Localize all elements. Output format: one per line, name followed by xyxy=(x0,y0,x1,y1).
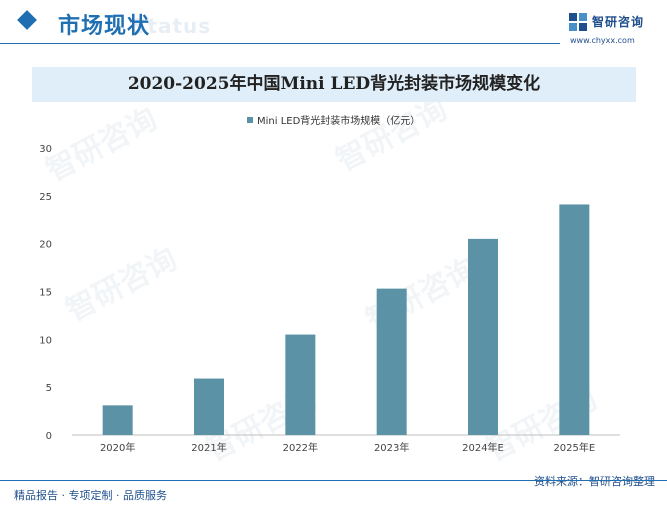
page-header: 市场现状 Status 智研咨询 www.chyxx.com xyxy=(0,0,667,48)
x-tick-label: 2024年E xyxy=(462,441,504,454)
brand-logo: 智研咨询 www.chyxx.com xyxy=(568,12,660,45)
footer-slogan: 精品报告 · 专项定制 · 品质服务 xyxy=(14,489,167,502)
x-tick-label: 2025年E xyxy=(553,441,595,454)
legend-swatch xyxy=(247,117,253,123)
bar xyxy=(102,405,133,435)
chart-title: 2020-2025年中国Mini LED背光封装市场规模变化 xyxy=(127,74,541,94)
logo-name: 智研咨询 xyxy=(592,15,645,29)
logo-url: www.chyxx.com xyxy=(570,36,635,45)
footer-divider xyxy=(0,480,667,481)
x-tick-label: 2022年 xyxy=(283,441,318,454)
bar xyxy=(468,238,498,435)
y-tick-label: 30 xyxy=(39,144,52,155)
y-tick-label: 15 xyxy=(39,288,52,299)
y-tick-label: 20 xyxy=(39,240,52,251)
x-tick-label: 2021年 xyxy=(191,441,226,454)
x-tick-label: 2023年 xyxy=(374,441,409,454)
source-note: 资料来源：智研咨询整理 xyxy=(534,475,655,488)
bar xyxy=(194,378,224,435)
bar xyxy=(559,204,590,435)
legend-label: Mini LED背光封装市场规模（亿元） xyxy=(257,114,420,127)
diamond-icon xyxy=(17,10,37,30)
bar xyxy=(285,334,316,435)
chart-title-band: 2020-2025年中国Mini LED背光封装市场规模变化 xyxy=(32,67,636,102)
y-tick-label: 5 xyxy=(46,383,52,394)
logo-icon xyxy=(569,13,587,31)
section-title: 市场现状 xyxy=(58,14,151,39)
bar-chart: Mini LED背光封装市场规模（亿元） 0 5 10 15 20 25 30 2020年 202… xyxy=(39,114,620,454)
x-tick-label: 2020年 xyxy=(100,441,135,454)
y-tick-label: 25 xyxy=(39,192,52,203)
y-tick-label: 10 xyxy=(39,335,52,346)
header-divider xyxy=(0,43,560,44)
y-tick-label: 0 xyxy=(46,431,52,442)
bar xyxy=(376,288,407,435)
